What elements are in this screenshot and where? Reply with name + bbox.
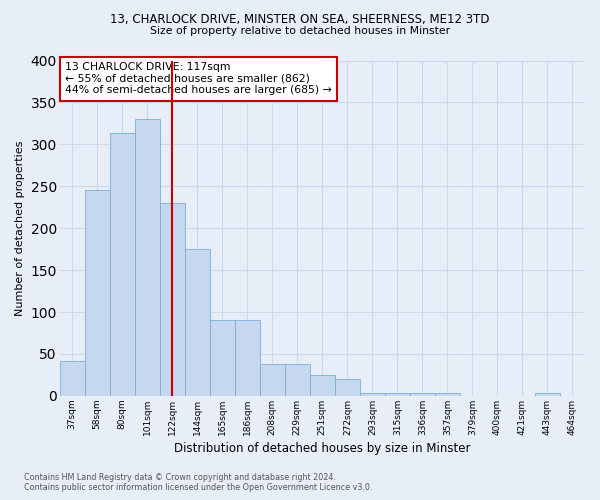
Y-axis label: Number of detached properties: Number of detached properties xyxy=(15,140,25,316)
Bar xyxy=(260,364,285,396)
Text: 13 CHARLOCK DRIVE: 117sqm
← 55% of detached houses are smaller (862)
44% of semi: 13 CHARLOCK DRIVE: 117sqm ← 55% of detac… xyxy=(65,62,332,96)
Bar xyxy=(235,320,260,396)
Bar xyxy=(110,134,135,396)
Bar xyxy=(160,203,185,396)
Text: Size of property relative to detached houses in Minster: Size of property relative to detached ho… xyxy=(150,26,450,36)
Text: Contains HM Land Registry data © Crown copyright and database right 2024.
Contai: Contains HM Land Registry data © Crown c… xyxy=(24,473,373,492)
Text: 13, CHARLOCK DRIVE, MINSTER ON SEA, SHEERNESS, ME12 3TD: 13, CHARLOCK DRIVE, MINSTER ON SEA, SHEE… xyxy=(110,12,490,26)
Bar xyxy=(210,320,235,396)
Bar xyxy=(185,249,210,396)
Bar xyxy=(60,360,85,396)
Bar xyxy=(135,119,160,396)
Bar xyxy=(535,394,560,396)
Bar xyxy=(410,392,435,396)
Bar xyxy=(385,392,410,396)
X-axis label: Distribution of detached houses by size in Minster: Distribution of detached houses by size … xyxy=(174,442,470,455)
Bar xyxy=(285,364,310,396)
Bar xyxy=(435,394,460,396)
Bar xyxy=(335,379,360,396)
Bar xyxy=(360,392,385,396)
Bar xyxy=(310,375,335,396)
Bar xyxy=(85,190,110,396)
